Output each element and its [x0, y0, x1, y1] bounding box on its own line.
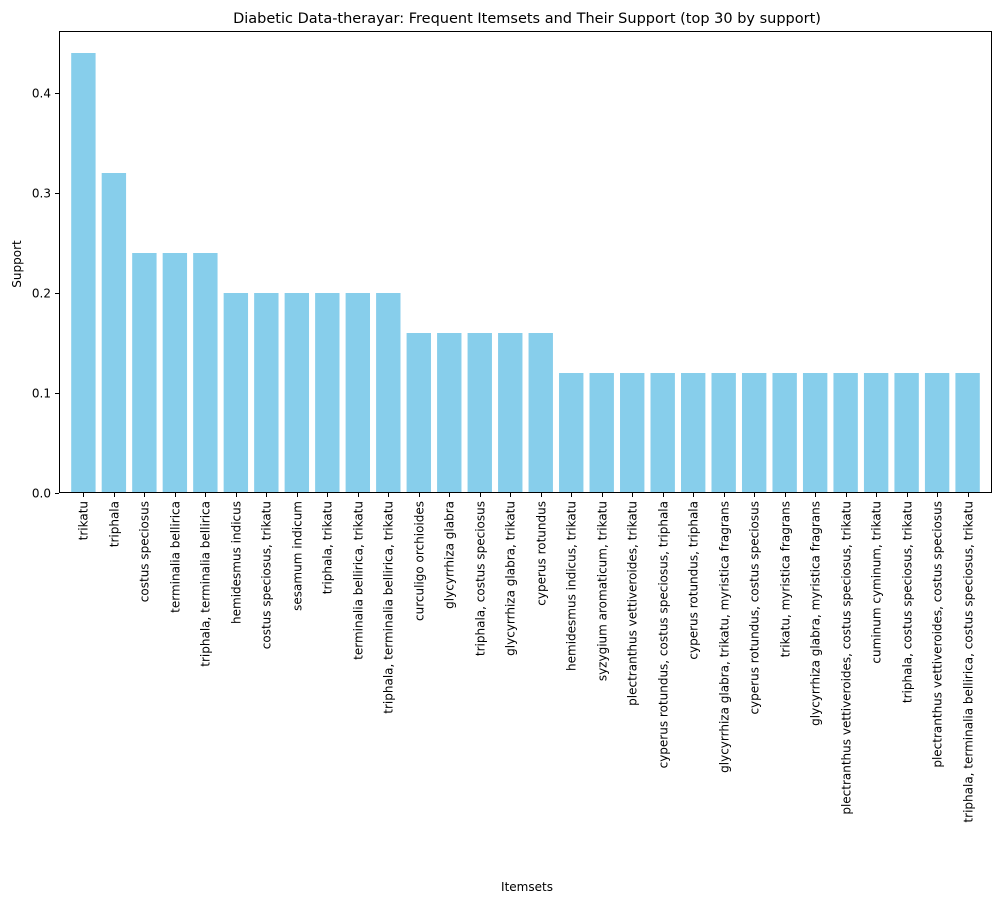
bar [193, 253, 218, 493]
bar [528, 333, 553, 493]
x-tick-label: triphala, terminalia bellirica, trikatu [382, 501, 396, 714]
bar [284, 293, 310, 493]
x-tick-label: cyperus rotundus [535, 501, 549, 606]
bar [681, 373, 706, 493]
bar [498, 333, 523, 493]
y-tick-label: 0.0 [32, 487, 51, 501]
x-tick-label: cyperus rotundus, costus speciosus [748, 501, 762, 715]
x-tick-label: plectranthus vettiveroides, costus speci… [931, 501, 945, 768]
y-tick-label: 0.2 [32, 287, 51, 301]
bar [863, 373, 889, 493]
x-tick-label: syzygium aromaticum, trikatu [596, 501, 610, 681]
bar [894, 373, 919, 493]
x-tick-label: sesamum indicum [291, 501, 305, 611]
bar [254, 293, 279, 493]
bar [741, 373, 767, 493]
bar [406, 333, 431, 493]
bar [924, 373, 950, 493]
x-tick-label: cyperus rotundus, costus speciosus, trip… [657, 501, 671, 768]
y-tick-label: 0.4 [32, 87, 51, 101]
bar [345, 293, 370, 493]
x-tick-label: cyperus rotundus, triphala [687, 501, 701, 660]
x-tick-label: glycyrrhiza glabra, myristica fragrans [809, 501, 823, 726]
x-tick-label: trikatu [77, 501, 91, 540]
bar [162, 253, 188, 493]
bar [772, 373, 797, 493]
x-tick-label: curculigo orchioides [413, 501, 427, 621]
x-axis-label: Itemsets [501, 880, 553, 894]
plot-area: 0.0 0.1 0.2 0.3 0.4 trikatu triphala costus spe… [32, 31, 992, 823]
y-tick-label: 0.3 [32, 187, 51, 201]
y-axis-label: Support [10, 240, 24, 288]
axes-frame [59, 31, 992, 493]
x-tick-label: glycyrrhiza glabra, trikatu, myristica f… [718, 501, 732, 773]
x-tick-label: cuminum cyminum, trikatu [870, 501, 884, 664]
bar [620, 373, 645, 493]
x-tick-label: costus speciosus, trikatu [260, 501, 274, 649]
x-tick-label: triphala, terminalia bellirica [199, 501, 213, 667]
bar [101, 173, 127, 493]
x-tick-label: triphala, costus speciosus [474, 501, 488, 656]
x-tick-label: costus speciosus [138, 501, 152, 602]
bar [71, 53, 96, 493]
x-tick-label: terminalia bellirica [169, 501, 183, 613]
x-tick-label: plectranthus vettiveroides, trikatu [626, 501, 640, 706]
chart-title: Diabetic Data-therayar: Frequent Itemset… [233, 11, 821, 27]
bar [711, 373, 736, 493]
x-tick-label: hemidesmus indicus, trikatu [565, 501, 579, 671]
x-tick-label: glycyrrhiza glabra, trikatu [504, 501, 518, 656]
x-tick-label: plectranthus vettiveroides, costus speci… [840, 501, 854, 815]
bar [315, 293, 340, 493]
bar [223, 293, 249, 493]
x-tick-label: triphala, costus speciosus, trikatu [901, 501, 915, 703]
bar [559, 373, 584, 493]
x-tick-label: terminalia bellirica, trikatu [352, 501, 366, 660]
bar [589, 373, 614, 493]
bar [132, 253, 157, 493]
y-tick-label: 0.1 [32, 387, 51, 401]
x-tick-label: triphala [108, 501, 122, 547]
x-tick-label: glycyrrhiza glabra [443, 501, 457, 609]
bar [802, 373, 828, 493]
bar [833, 373, 858, 493]
x-tick-label: hemidesmus indicus [230, 501, 244, 624]
x-tick-label: triphala, trikatu [321, 501, 335, 594]
bar [437, 333, 462, 493]
x-tick-label: triphala, terminalia bellirica, costus s… [962, 501, 976, 823]
bar [467, 333, 492, 493]
bar [650, 373, 675, 493]
x-tick-label: trikatu, myristica fragrans [779, 501, 793, 657]
bar [376, 293, 401, 493]
bar [955, 373, 980, 493]
